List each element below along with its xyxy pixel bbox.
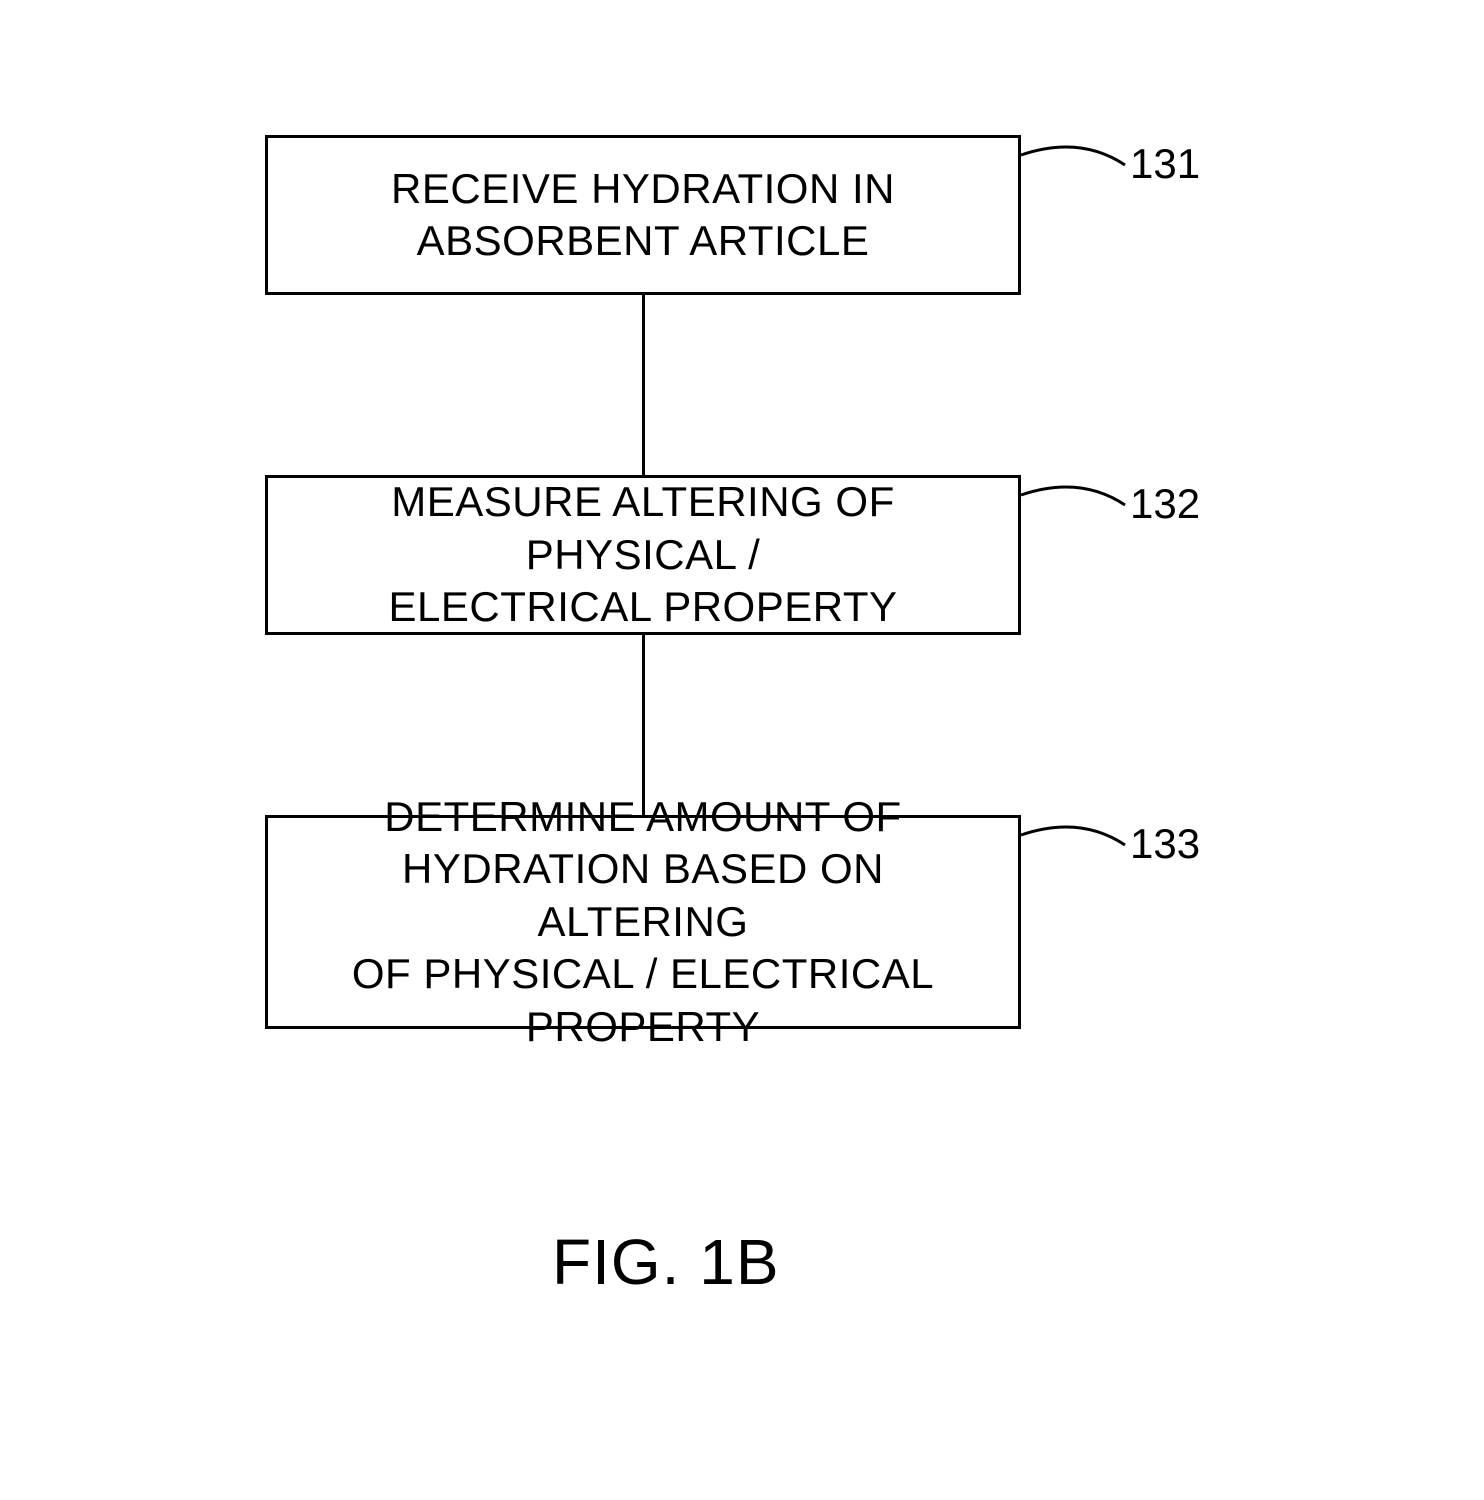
ref-label-133: 133 <box>1130 820 1200 868</box>
figure-caption: FIG. 1B <box>552 1225 780 1299</box>
flowchart-canvas: RECEIVE HYDRATION IN ABSORBENT ARTICLE M… <box>0 0 1484 1500</box>
